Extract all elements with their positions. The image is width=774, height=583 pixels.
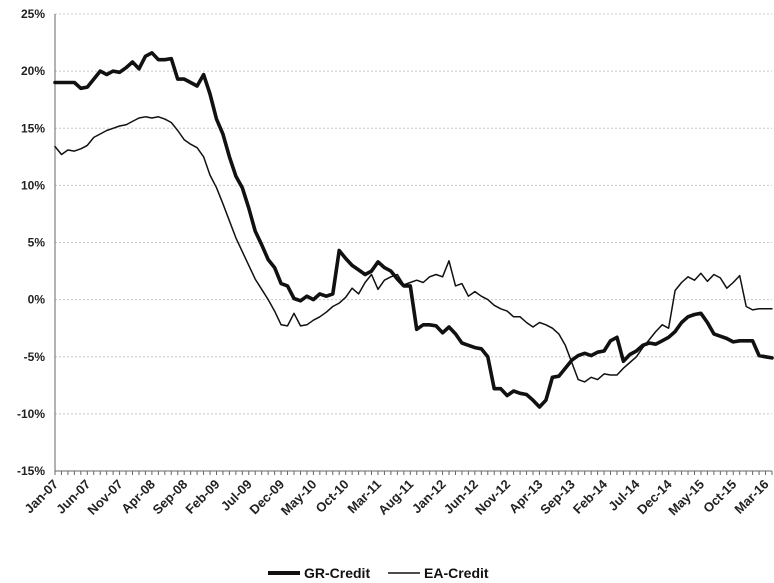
x-tick-label: Oct-15 (700, 477, 739, 516)
series-lines (53, 51, 774, 409)
x-tick-label: Sep-13 (537, 477, 578, 518)
y-tick-label: -10% (17, 407, 45, 421)
y-tick-label: 15% (21, 121, 45, 135)
legend: GR-Credit EA-Credit (268, 565, 489, 581)
x-tick-labels: Jan-07Jun-07Nov-07Apr-08Sep-08Feb-09Jul-… (21, 476, 771, 518)
legend-label-ea-credit: EA-Credit (424, 565, 489, 581)
x-tick-label: May-15 (665, 477, 707, 519)
y-tick-label: -15% (17, 464, 45, 478)
x-tick-label: Aug-11 (375, 477, 416, 518)
y-tick-label: 0% (28, 293, 46, 307)
x-tick-label: Feb-14 (570, 476, 611, 517)
y-tick-label: 25% (21, 7, 45, 21)
x-tick-label: Mar-16 (731, 477, 771, 517)
y-tick-label: 10% (21, 178, 45, 192)
y-gridlines (55, 13, 772, 472)
x-tick-label: Jan-07 (21, 477, 61, 517)
series-line-gr-credit (53, 51, 774, 409)
x-tick-label: Oct-10 (313, 477, 352, 516)
x-tick-label: Nov-12 (472, 477, 513, 518)
y-tick-labels: 25% 20% 15% 10% 5% 0% -5% -10% -15% (17, 7, 45, 478)
x-axis (54, 14, 773, 475)
x-tick-label: Sep-08 (150, 477, 191, 518)
y-tick-label: 20% (21, 64, 45, 78)
y-tick-label: 5% (28, 236, 46, 250)
y-tick-label: -5% (24, 350, 46, 364)
x-tick-label: Jan-12 (409, 477, 449, 517)
x-tick-label: May-10 (278, 477, 320, 519)
legend-label-gr-credit: GR-Credit (304, 565, 370, 581)
series-line-ea-credit (54, 116, 773, 383)
x-tick-label: Feb-09 (182, 477, 222, 517)
x-tick-label: Nov-07 (84, 477, 125, 518)
